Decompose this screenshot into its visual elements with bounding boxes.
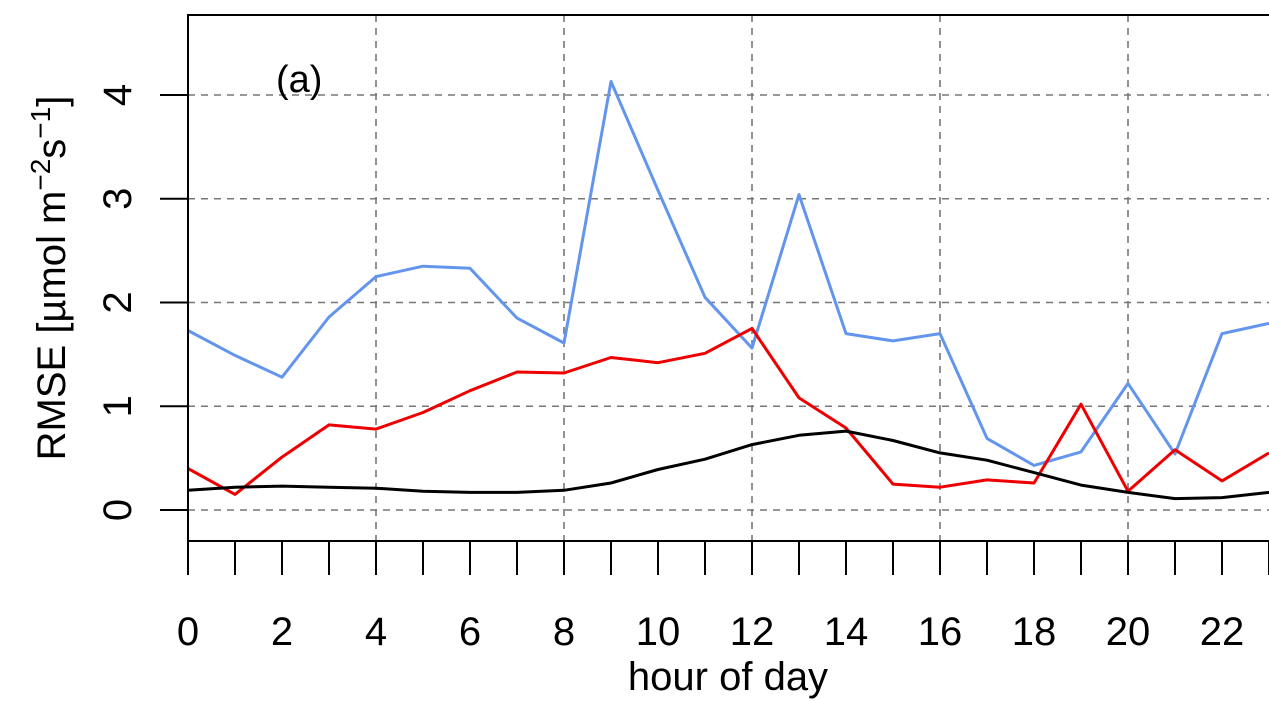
x-tick-label-0: 0 xyxy=(177,610,199,654)
x-tick-label-4: 8 xyxy=(553,610,575,654)
x-tick-label-7: 14 xyxy=(824,610,869,654)
x-axis-label: hour of day xyxy=(628,655,828,699)
grid-lines xyxy=(187,15,1269,541)
x-tick-label-5: 10 xyxy=(636,610,681,654)
x-tick-label-11: 22 xyxy=(1200,610,1245,654)
x-ticks: 0 2 4 6 8 10 12 14 16 18 20 22 xyxy=(177,541,1269,654)
y-tick-label-1: 1 xyxy=(96,395,140,417)
x-tick-label-10: 20 xyxy=(1106,610,1151,654)
series-line-0 xyxy=(187,80,1269,467)
x-tick-label-8: 16 xyxy=(918,610,963,654)
y-axis-label-end: ] xyxy=(30,96,74,107)
y-tick-label-0: 0 xyxy=(96,499,140,521)
y-tick-label-2: 2 xyxy=(96,291,140,313)
x-tick-label-3: 6 xyxy=(459,610,481,654)
x-tick-label-2: 4 xyxy=(365,610,387,654)
series-line-2 xyxy=(187,429,1269,501)
plot-box xyxy=(187,14,1269,541)
x-tick-label-9: 18 xyxy=(1012,610,1057,654)
x-tick-label-1: 2 xyxy=(271,610,293,654)
y-axis-label-main: RMSE [µmol m xyxy=(30,191,74,461)
series-line-1 xyxy=(187,326,1269,496)
x-tick-label-6: 12 xyxy=(730,610,775,654)
y-axis-label-mid: s xyxy=(30,139,74,159)
panel-label: (a) xyxy=(276,59,322,101)
y-axis-label-sup2: −1 xyxy=(25,107,56,139)
series-lines xyxy=(187,80,1269,501)
y-axis-label: RMSE [µmol m−2s−1] xyxy=(25,96,74,461)
y-tick-label-4: 4 xyxy=(96,84,140,106)
y-tick-label-3: 3 xyxy=(96,188,140,210)
axes xyxy=(187,14,1269,542)
y-ticks: 0 1 2 3 4 xyxy=(96,84,188,521)
y-axis-label-sup1: −2 xyxy=(25,159,56,191)
